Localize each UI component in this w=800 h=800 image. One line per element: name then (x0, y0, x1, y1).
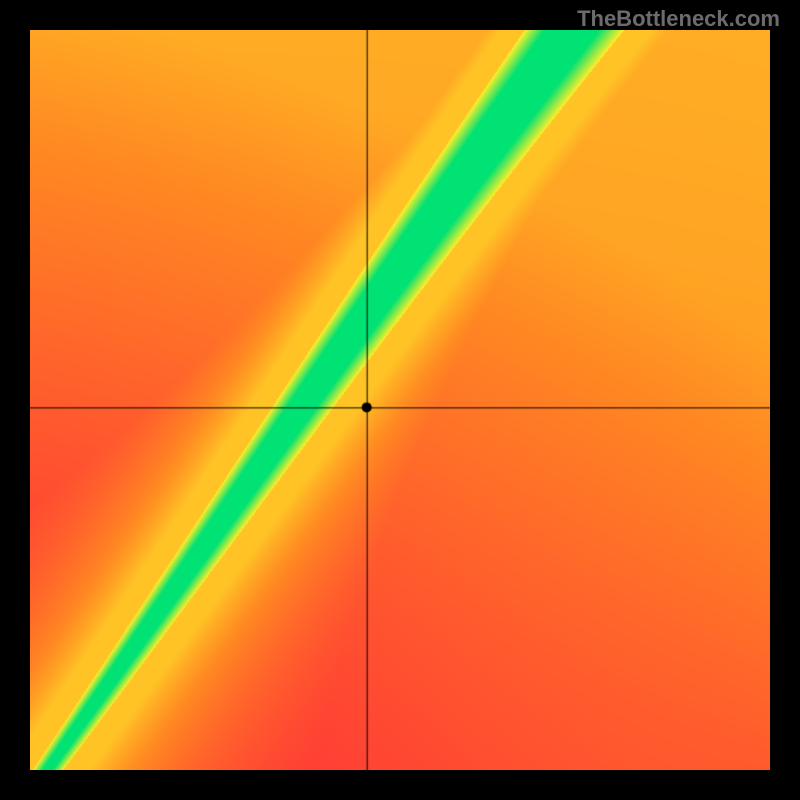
bottleneck-heatmap (30, 30, 770, 770)
chart-container: TheBottleneck.com (0, 0, 800, 800)
watermark-text: TheBottleneck.com (577, 6, 780, 32)
